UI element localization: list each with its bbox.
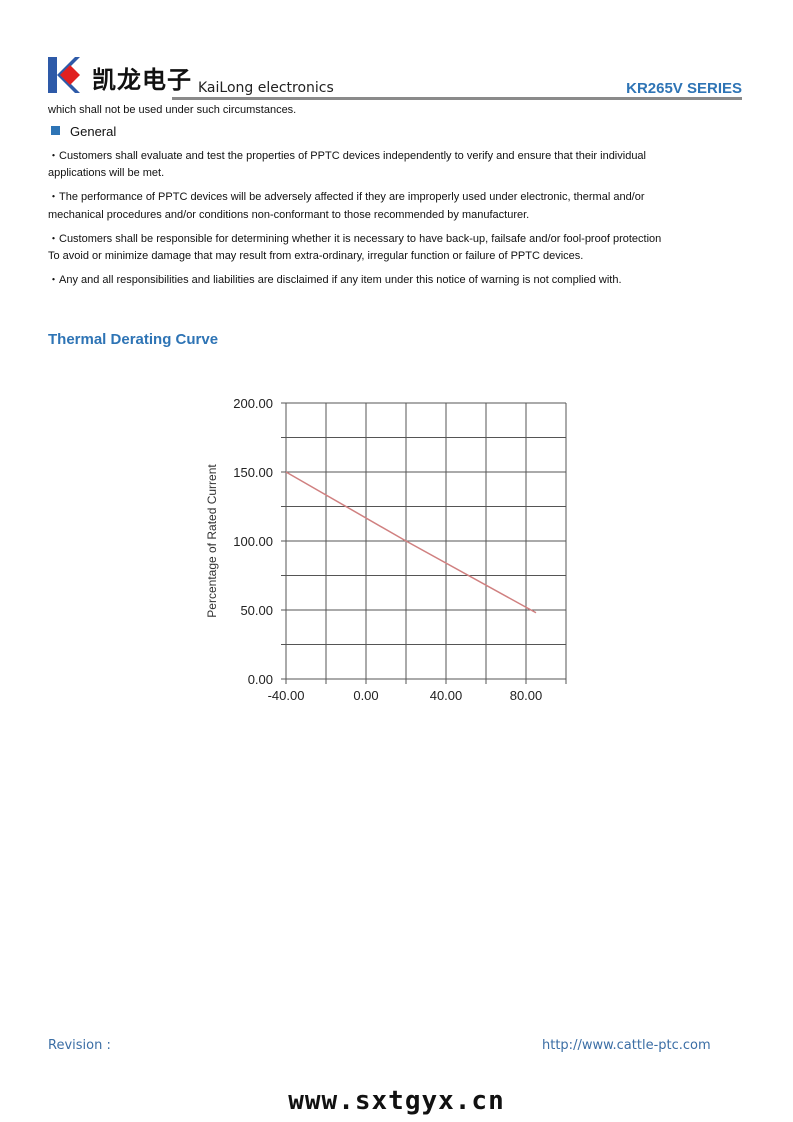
square-bullet-icon [51,126,60,135]
y-tick-label: 0.00 [248,672,273,687]
x-tick-label: 40.00 [430,688,463,703]
revision-label: Revision : [48,1038,111,1053]
section-title: Thermal Derating Curve [48,331,219,348]
intro-text: which shall not be used under such circu… [48,104,297,116]
kailong-logo-icon [48,57,80,93]
header-divider [172,97,742,100]
thermal-derating-chart: -40.00 0.00 40.00 80.000.0050.00100.00150.0… [205,396,567,703]
general-heading: General [70,124,117,139]
paragraph-line: ・Any and all responsibilities and liabil… [48,274,622,286]
series-title: KR265V SERIES [626,80,742,97]
derating-line [285,471,537,614]
website-link[interactable]: http://www.cattle-ptc.com [542,1038,711,1053]
x-tick-label: -40.00 [268,688,305,703]
logo-english-text: KaiLong electronics [198,80,334,96]
logo-chinese-text: 凯龙电子 [92,65,192,94]
paragraph-line: mechanical procedures and/or conditions … [48,209,530,221]
chart-series [285,471,537,614]
paragraph-line: ・The performance of PPTC devices will be… [48,191,645,203]
y-tick-label: 50.00 [240,603,273,618]
y-tick-label: 200.00 [233,396,273,411]
paragraph-line: To avoid or minimize damage that may res… [48,250,584,262]
paragraph-line: ・Customers shall evaluate and test the p… [48,150,646,162]
x-tick-label: 0.00 [353,688,378,703]
chart-grid [281,402,567,684]
chart-tick-labels: -40.00 0.00 40.00 80.000.0050.00100.00150.0… [233,396,542,703]
paragraph-line: ・Customers shall be responsible for dete… [48,233,662,245]
watermark-text: www.sxtgyx.cn [288,1086,505,1116]
paragraph-line: applications will be met. [48,167,165,179]
x-tick-label: 80.00 [510,688,543,703]
y-tick-label: 150.00 [233,465,273,480]
y-tick-label: 100.00 [233,534,273,549]
y-axis-label: Percentage of Rated Current [205,464,219,618]
